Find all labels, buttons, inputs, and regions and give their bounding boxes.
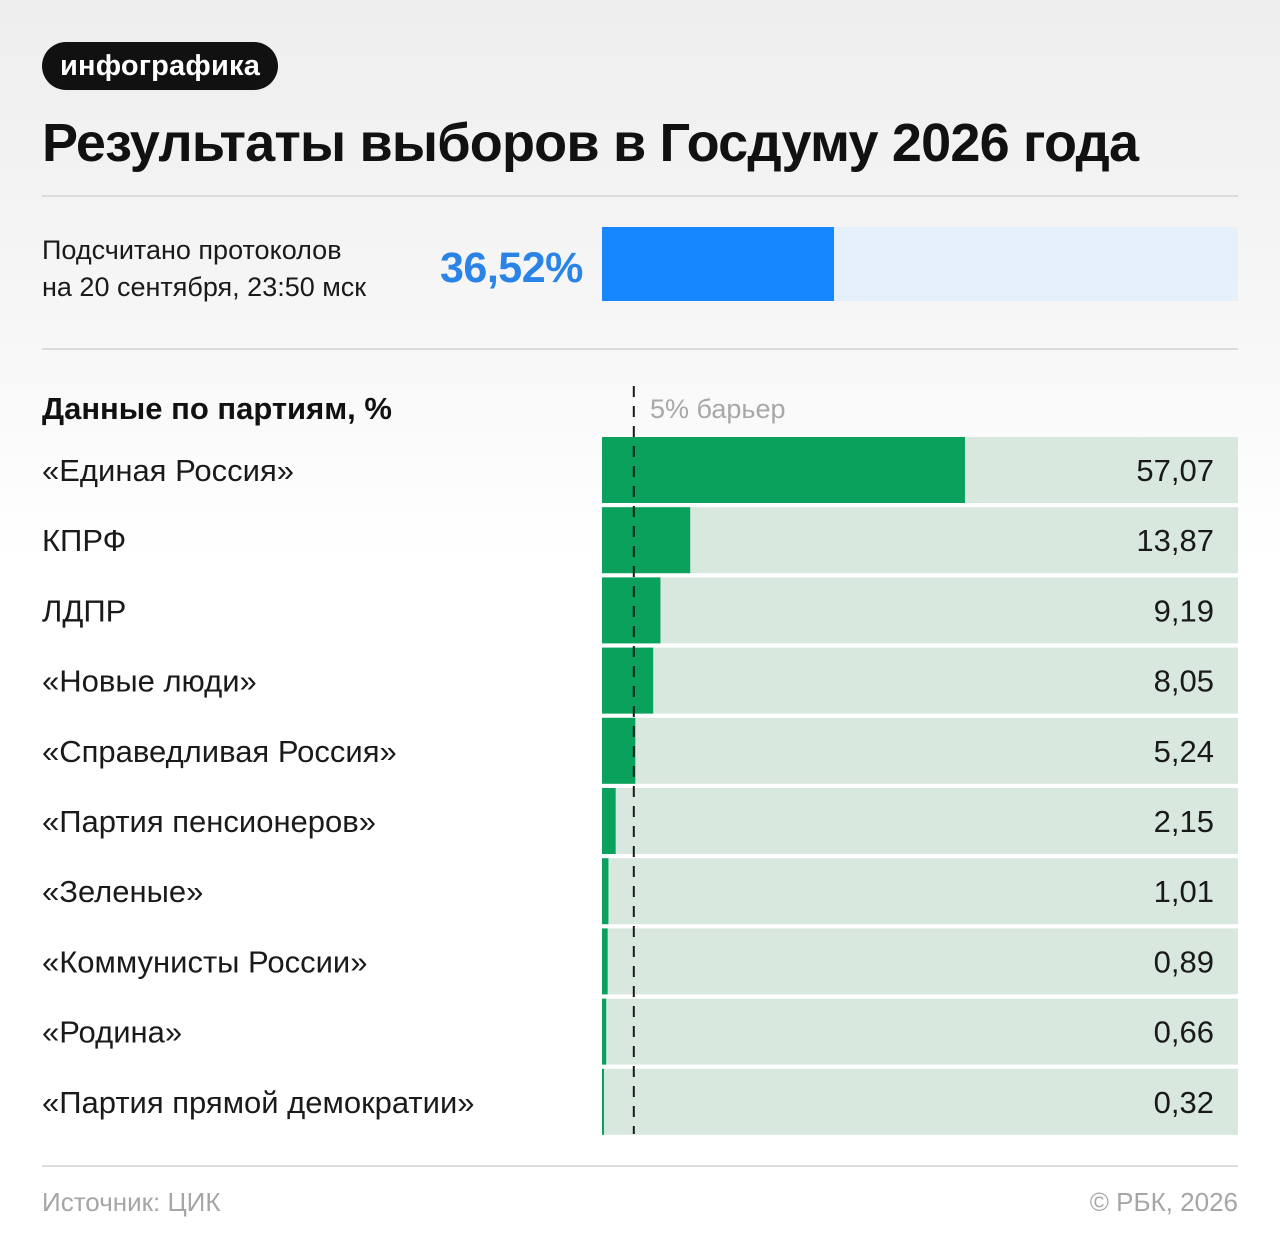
category-label: «Новые люди» (42, 664, 257, 699)
value-label: 57,07 (1136, 453, 1214, 488)
bar-track (602, 858, 1238, 925)
value-label: 0,66 (1154, 1015, 1214, 1050)
protocols-counted-label-line2: на 20 сентября, 23:50 мск (42, 272, 367, 302)
value-label: 5,24 (1154, 734, 1214, 769)
source-note: Источник: ЦИК (42, 1187, 221, 1217)
bar-track (602, 928, 1238, 995)
bar (602, 998, 607, 1065)
category-label: «Справедливая Россия» (42, 734, 397, 769)
category-label: «Партия прямой демократии» (42, 1085, 475, 1120)
category-label: «Единая Россия» (42, 453, 294, 488)
barrier-label: 5% барьер (650, 394, 786, 424)
value-label: 8,05 (1154, 664, 1214, 699)
bar (602, 717, 636, 784)
bar-track (602, 788, 1238, 854)
category-label: «Зеленые» (42, 874, 203, 909)
bar (602, 647, 654, 714)
bar-track (602, 577, 1238, 644)
category-label: ЛДПР (42, 593, 126, 628)
bar (602, 858, 609, 925)
bar-track (602, 998, 1238, 1065)
bar-track (602, 1068, 1238, 1135)
value-label: 2,15 (1154, 804, 1214, 839)
copyright-note: © РБК, 2026 (1089, 1187, 1238, 1217)
value-label: 13,87 (1136, 523, 1214, 558)
protocols-counted-value: 36,52% (440, 244, 583, 292)
infographic-tag: инфографика (42, 42, 279, 90)
chart-title: Данные по партиям, % (42, 391, 392, 426)
bar-track (602, 647, 1238, 714)
divider-middle (42, 348, 1238, 350)
protocols-progress-fill (602, 227, 835, 301)
bar (602, 788, 616, 854)
protocols-counted-label-line1: Подсчитано протоколов (42, 235, 342, 265)
category-label: КПРФ (42, 523, 126, 558)
bar (602, 507, 691, 574)
bar (602, 577, 661, 644)
value-label: 1,01 (1154, 874, 1214, 909)
bar (602, 1068, 605, 1135)
category-label: «Партия пенсионеров» (42, 804, 376, 839)
value-label: 0,89 (1154, 944, 1214, 979)
category-label: «Коммунисты России» (42, 944, 367, 979)
value-label: 9,19 (1154, 593, 1214, 628)
category-label: «Родина» (42, 1015, 182, 1050)
protocols-progress-track (602, 227, 1238, 301)
divider-top (42, 195, 1238, 197)
bar (602, 437, 965, 503)
bar-track (602, 717, 1238, 784)
protocols-counted-label: Подсчитано протоколов на 20 сентября, 23… (42, 232, 366, 306)
page-title: Результаты выборов в Госдуму 2026 года (42, 113, 1139, 173)
value-label: 0,32 (1154, 1085, 1214, 1120)
divider-bottom (42, 1165, 1238, 1167)
bar-track (602, 507, 1238, 574)
bar (602, 928, 608, 995)
